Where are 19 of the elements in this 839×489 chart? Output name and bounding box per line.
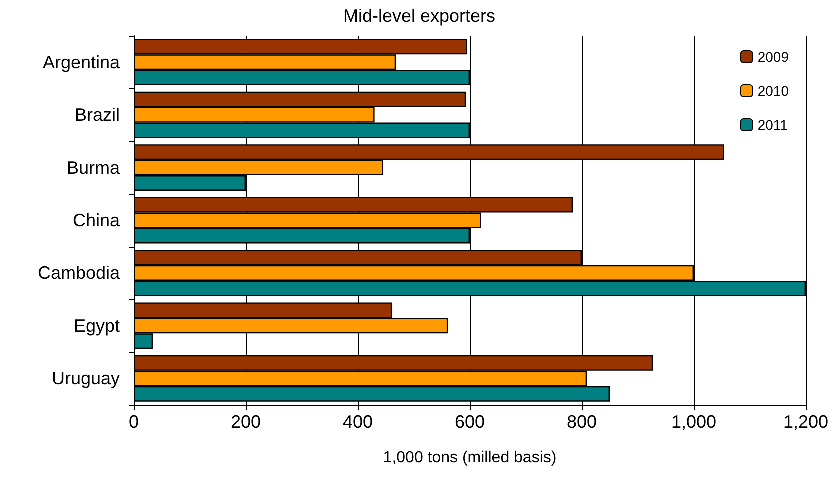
y-tick-label: Cambodia: [38, 263, 121, 284]
y-tick-label: Burma: [66, 158, 121, 178]
chart-title: Mid-level exporters: [343, 6, 496, 26]
y-tick-label: Brazil: [74, 105, 120, 126]
legend-label: 2011: [758, 117, 788, 133]
legend-label: 2009: [758, 49, 790, 65]
x-tick-label: 800: [566, 412, 598, 432]
y-tick-label: China: [72, 210, 121, 230]
y-tick-label: Argentina: [42, 52, 121, 72]
x-axis-title: 1,000 tons (milled basis): [383, 450, 557, 466]
x-tick-label: 1,000: [671, 412, 717, 432]
x-tick-label: 1,200: [783, 412, 829, 432]
x-tick-label: 200: [230, 412, 262, 432]
y-tick-label: Uruguay: [52, 368, 120, 389]
x-tick-label: 400: [342, 412, 374, 432]
x-tick-label: 0: [128, 412, 140, 432]
y-tick-label: Egypt: [74, 316, 120, 336]
x-tick-label: 600: [454, 412, 486, 432]
legend-label: 2010: [758, 83, 790, 99]
